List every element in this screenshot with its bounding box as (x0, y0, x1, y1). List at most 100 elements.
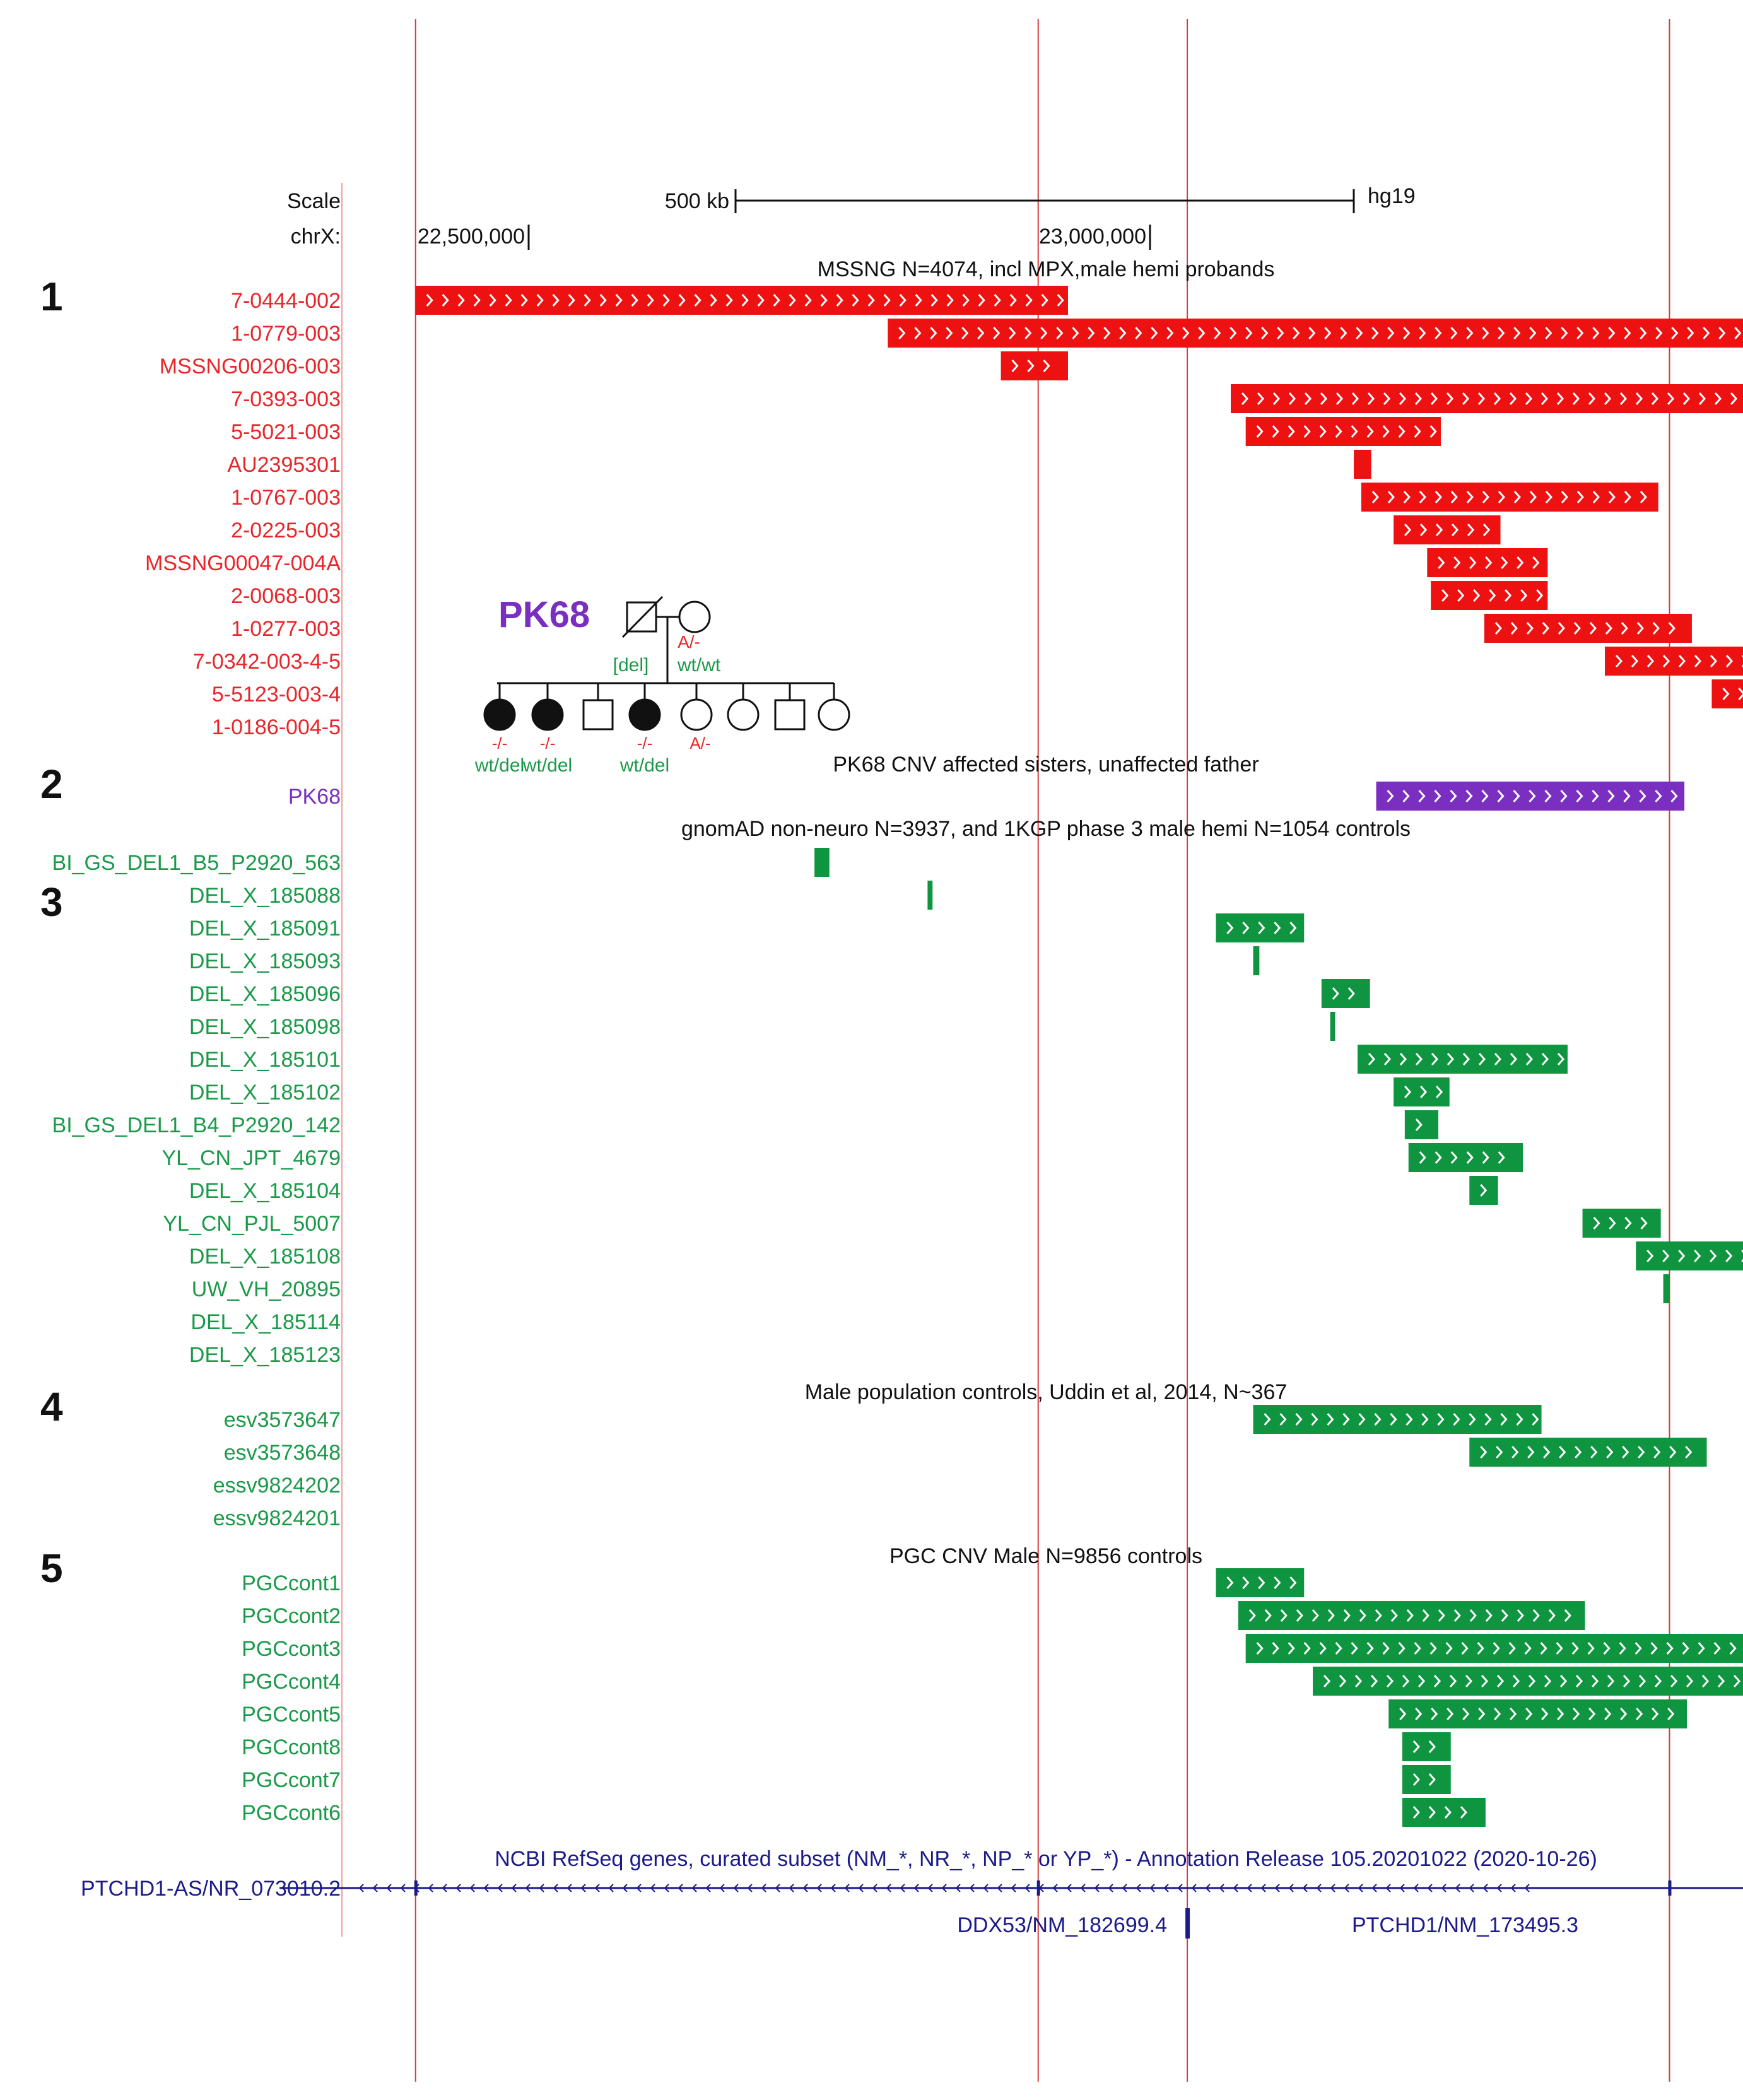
section-5-number: 5 (40, 1546, 63, 1591)
track-label-27: DEL_X_185108 (189, 1245, 341, 1269)
strand-chevrons-26 (1593, 1217, 1648, 1229)
pedigree-child-allele-0: -/- (492, 734, 508, 753)
scale-bar-label: 500 kb (665, 189, 729, 213)
cnv-tracks: 7-0444-002 1-0779-003 MSSNG00206-003 7-0393… (52, 286, 1743, 1827)
track-label-13: 1-0186-004-5 (212, 715, 341, 739)
section-2-title: PK68 CNV affected sisters, unaffected fa… (833, 753, 1259, 777)
strand-chevrons-25 (1480, 1184, 1488, 1197)
strand-chevrons-10 (1494, 622, 1676, 635)
track-label-5: AU2395301 (227, 453, 341, 477)
cnv-bar-42 (1402, 1798, 1486, 1827)
gene-models (280, 1880, 1743, 1939)
strand-chevrons-39 (1399, 1708, 1675, 1720)
cnv-bar-31 (1253, 1405, 1542, 1434)
ptchd1-as-exon-1 (414, 1880, 418, 1896)
track-label-24: YL_CN_JPT_4679 (161, 1146, 341, 1170)
pedigree-child-3 (628, 698, 661, 731)
pedigree-child-0 (483, 698, 516, 731)
cnv-bar-20 (1330, 1012, 1335, 1041)
pedigree-child-2 (582, 699, 614, 730)
strand-chevrons-14 (1387, 790, 1678, 802)
track-label-28: UW_VH_20895 (192, 1277, 341, 1301)
strand-chevrons-2 (1011, 360, 1050, 372)
ptchd1-as-exon-2 (1036, 1880, 1040, 1896)
pedigree-children: -/- wt/del -/- wt/del -/- wt/del A/- (474, 683, 850, 776)
strand-chevrons-23 (1415, 1118, 1423, 1131)
track-label-22: DEL_X_185102 (189, 1081, 341, 1105)
track-label-17: DEL_X_185091 (189, 917, 341, 941)
cnv-bar-5 (1354, 450, 1371, 479)
strand-chevrons-4 (1256, 425, 1437, 438)
ptchd1-as-exon-3 (1668, 1880, 1672, 1896)
position-label-23000000: 23,000,000 (1039, 225, 1146, 249)
ddx53-exon (1185, 1908, 1190, 1939)
chrom-label: chrX: (291, 225, 341, 249)
track-label-36: PGCcont2 (242, 1604, 341, 1628)
track-label-8: MSSNG00047-004A (145, 551, 341, 575)
assembly-label: hg19 (1368, 184, 1416, 208)
section-1-title: MSSNG N=4074, incl MPX,male hemi proband… (818, 257, 1275, 281)
scale-label: Scale (287, 189, 341, 213)
track-label-40: PGCcont8 (242, 1735, 341, 1759)
cnv-bar-8 (1427, 548, 1548, 577)
pedigree-child-5 (727, 698, 760, 731)
strand-chevrons-22 (1404, 1086, 1443, 1098)
cnv-bar-19 (1321, 979, 1370, 1008)
pedigree-child-1 (531, 698, 564, 731)
cnv-bar-14 (1376, 782, 1685, 811)
position-label-22500000: 22,500,000 (418, 225, 525, 249)
ptchd1-as-strand-arrows (358, 1884, 1530, 1892)
track-label-14: PK68 (288, 785, 341, 809)
cnv-bar-22 (1394, 1077, 1450, 1106)
track-label-10: 1-0277-003 (231, 617, 341, 641)
strand-chevrons-8 (1438, 556, 1540, 569)
pedigree-child-allele-1: -/- (540, 734, 556, 753)
track-label-25: DEL_X_185104 (189, 1179, 341, 1203)
cnv-bar-16 (927, 881, 933, 910)
strand-chevrons-38 (1323, 1675, 1741, 1687)
track-label-42: PGCcont6 (242, 1801, 341, 1825)
cnv-bar-27 (1636, 1241, 1743, 1270)
track-label-34: essv9824201 (213, 1506, 341, 1530)
track-label-20: DEL_X_185098 (189, 1015, 341, 1039)
strand-chevrons-24 (1419, 1151, 1505, 1164)
cnv-bar-0 (415, 286, 1068, 315)
pedigree-child-4 (680, 698, 713, 731)
strand-chevrons-0 (426, 294, 1064, 307)
cnv-bar-4 (1245, 417, 1441, 446)
track-label-37: PGCcont3 (242, 1637, 341, 1661)
strand-chevrons-40 (1412, 1740, 1436, 1753)
track-label-12: 5-5123-003-4 (212, 683, 341, 707)
pedigree-family-label: PK68 (498, 594, 590, 635)
track-label-7: 2-0225-003 (231, 519, 341, 543)
strand-chevrons-19 (1332, 987, 1355, 1000)
strand-chevrons-9 (1441, 589, 1544, 602)
strand-chevrons-3 (1241, 392, 1738, 405)
strand-chevrons-41 (1412, 1773, 1436, 1786)
pedigree-child-genotype-1: wt/del (522, 755, 572, 776)
gene-label-ddx53: DDX53/NM_182699.4 (957, 1913, 1167, 1937)
track-label-18: DEL_X_185093 (189, 949, 341, 973)
section-3-title: gnomAD non-neuro N=3937, and 1KGP phase … (681, 817, 1411, 841)
track-label-9: 2-0068-003 (231, 584, 341, 608)
strand-chevrons-27 (1646, 1250, 1743, 1262)
cnv-bar-28 (1663, 1274, 1670, 1303)
section-3-number: 3 (40, 879, 63, 925)
track-label-15: BI_GS_DEL1_B5_P2920_563 (52, 851, 341, 875)
track-label-23: BI_GS_DEL1_B4_P2920_142 (52, 1113, 341, 1137)
strand-chevrons-36 (1248, 1609, 1571, 1622)
track-label-38: PGCcont4 (242, 1670, 341, 1694)
pedigree-pk68: PK68 [del] A/- wt/wt -/-wt/del-/-wt/del-… (474, 594, 850, 776)
cnv-bar-18 (1253, 946, 1260, 975)
track-label-32: esv3573648 (224, 1441, 341, 1465)
strand-chevrons-17 (1226, 922, 1297, 934)
cnv-bar-15 (814, 848, 830, 877)
strand-chevrons-11 (1615, 655, 1743, 667)
strand-chevrons-42 (1412, 1806, 1467, 1819)
track-label-41: PGCcont7 (242, 1768, 341, 1792)
cnv-bar-7 (1394, 515, 1501, 544)
cnv-bar-9 (1431, 581, 1548, 610)
pedigree-mother-genotype: wt/wt (677, 655, 721, 676)
strand-chevrons-21 (1368, 1053, 1564, 1065)
track-label-6: 1-0767-003 (231, 486, 341, 510)
